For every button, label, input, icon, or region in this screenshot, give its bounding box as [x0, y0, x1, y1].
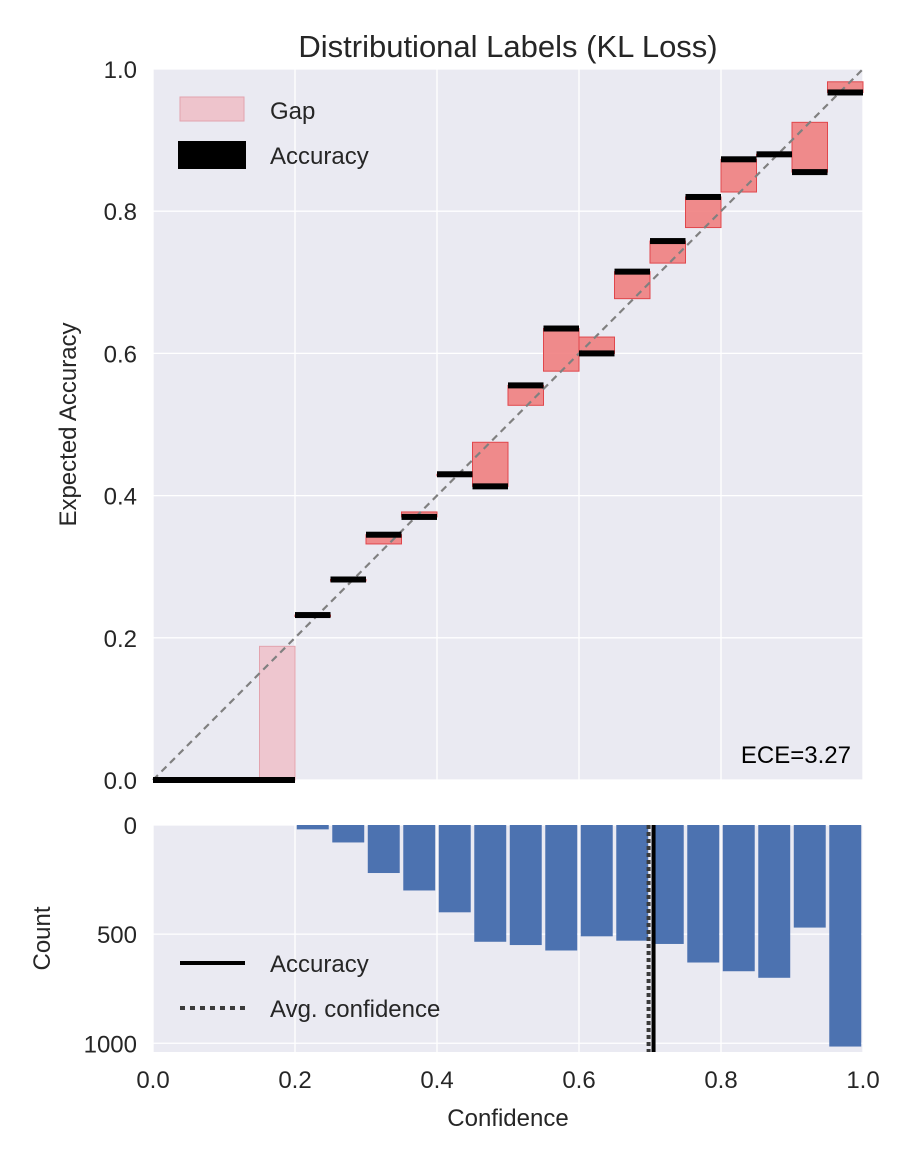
legend-gap-swatch — [179, 96, 245, 122]
count-bar — [367, 825, 400, 874]
gap-bar — [720, 158, 757, 193]
accuracy-marker — [330, 576, 366, 583]
count-bar — [403, 825, 436, 891]
count-bar — [509, 825, 542, 946]
histogram-panel: 0 500 1000 0.0 0.2 0.4 0.6 0.8 1.0 Count Confid… — [29, 813, 880, 1132]
x-tick-label: 0.4 — [420, 1067, 453, 1094]
reliability-legend: Gap Accuracy — [178, 96, 369, 170]
accuracy-marker — [685, 193, 721, 200]
histogram-panel-background — [153, 825, 863, 1052]
histogram-legend: Accuracy Avg. confidence — [180, 951, 440, 1023]
accuracy-marker — [614, 268, 650, 275]
y-tick-label: 1000 — [84, 1031, 137, 1058]
count-bar — [793, 825, 826, 928]
y-tick-label: 0.4 — [104, 484, 137, 511]
reliability-y-axis-label: Expected Accuracy — [55, 322, 82, 526]
histogram-x-ticks: 0.0 0.2 0.4 0.6 0.8 1.0 — [136, 1067, 879, 1094]
accuracy-markers — [153, 89, 863, 783]
accuracy-marker — [827, 89, 863, 96]
count-bars — [296, 825, 862, 1047]
y-tick-label: 1.0 — [104, 57, 137, 84]
count-bar — [438, 825, 471, 913]
y-tick-label: 0.0 — [104, 768, 137, 795]
chart-title: Distributional Labels (KL Loss) — [298, 29, 717, 64]
accuracy-marker — [579, 350, 615, 357]
accuracy-marker — [259, 777, 295, 783]
y-tick-label: 500 — [97, 922, 137, 949]
y-tick-label: 0 — [124, 813, 137, 840]
accuracy-marker — [224, 777, 260, 783]
accuracy-marker — [437, 471, 473, 478]
x-tick-label: 0.2 — [278, 1067, 311, 1094]
gap-bar — [614, 271, 651, 300]
ece-annotation: ECE=3.27 — [741, 742, 851, 769]
y-tick-label: 0.2 — [104, 626, 137, 653]
count-bar — [332, 825, 365, 843]
gap-bar — [685, 196, 722, 229]
legend-accuracy-line-label: Accuracy — [270, 951, 369, 978]
histogram-x-axis-label: Confidence — [447, 1105, 568, 1132]
count-bar — [758, 825, 791, 978]
x-tick-label: 0.0 — [136, 1067, 169, 1094]
legend-gap-label: Gap — [270, 98, 315, 125]
count-bar — [296, 825, 329, 830]
reliability-panel: 0.0 0.2 0.4 0.6 0.8 1.0 Expected Accuracy ECE… — [55, 57, 864, 795]
x-tick-label: 0.8 — [704, 1067, 737, 1094]
y-tick-label: 0.8 — [104, 199, 137, 226]
gap-bar — [259, 645, 296, 781]
accuracy-marker — [295, 612, 331, 619]
accuracy-marker — [188, 777, 224, 783]
accuracy-marker — [721, 156, 757, 163]
count-bar — [545, 825, 578, 951]
reliability-grid — [152, 68, 864, 781]
accuracy-marker — [792, 169, 828, 176]
histogram-y-ticks: 0 500 1000 — [84, 813, 137, 1058]
count-bar — [580, 825, 613, 937]
accuracy-marker — [472, 483, 508, 490]
legend-avg-confidence-label: Avg. confidence — [270, 996, 440, 1023]
histogram-y-axis-label: Count — [29, 906, 56, 970]
gap-bar — [791, 121, 828, 173]
accuracy-marker — [756, 151, 792, 158]
legend-accuracy-label: Accuracy — [270, 143, 369, 170]
count-bar — [829, 825, 862, 1047]
gap-bar — [543, 328, 580, 372]
accuracy-marker — [401, 513, 437, 520]
count-bar — [651, 825, 684, 944]
count-bar — [722, 825, 755, 972]
accuracy-marker — [543, 325, 579, 332]
count-bar — [616, 825, 649, 941]
x-tick-label: 1.0 — [846, 1067, 879, 1094]
accuracy-marker — [650, 238, 686, 245]
gap-bar — [472, 441, 509, 487]
legend-accuracy-swatch — [178, 141, 246, 169]
count-bar — [687, 825, 720, 963]
accuracy-marker — [508, 382, 544, 389]
y-tick-label: 0.6 — [104, 341, 137, 368]
x-tick-label: 0.6 — [562, 1067, 595, 1094]
accuracy-marker — [153, 777, 189, 783]
count-bar — [474, 825, 507, 942]
accuracy-marker — [366, 531, 402, 538]
reliability-y-ticks: 0.0 0.2 0.4 0.6 0.8 1.0 — [104, 57, 137, 795]
